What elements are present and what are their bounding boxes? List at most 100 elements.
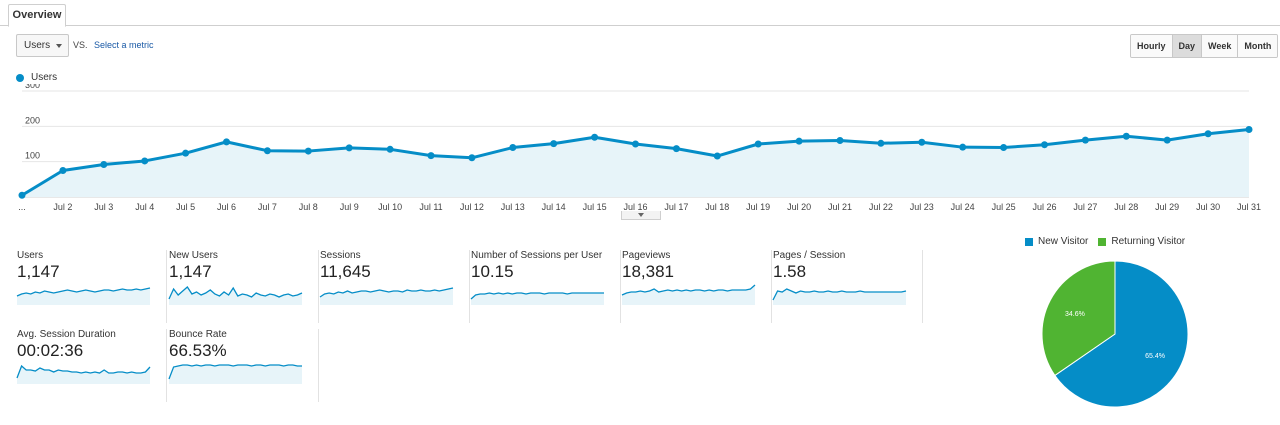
x-tick-label: Jul 25 xyxy=(992,202,1016,212)
data-point[interactable] xyxy=(18,191,26,199)
sessions-per-user-sparkline xyxy=(470,292,604,305)
metric-label: Avg. Session Duration xyxy=(17,329,116,340)
hourly-button[interactable]: Hourly xyxy=(1131,35,1172,57)
data-point[interactable] xyxy=(795,137,803,145)
data-point[interactable] xyxy=(1081,136,1089,144)
users-area-fill xyxy=(22,129,1249,197)
collapse-chart-button[interactable] xyxy=(621,211,661,220)
sparkline-area xyxy=(169,365,302,384)
metric-label: Bounce Rate xyxy=(169,329,227,340)
x-tick-label: Jul 18 xyxy=(705,202,729,212)
data-point[interactable] xyxy=(141,157,149,165)
metric-bounce-rate: Bounce Rate 66.53% xyxy=(168,329,319,402)
sparkline-line xyxy=(319,287,454,298)
y-tick-label: 100 xyxy=(25,151,40,161)
sparkline-line xyxy=(621,284,756,296)
data-point[interactable] xyxy=(1041,141,1048,149)
data-point[interactable] xyxy=(100,160,108,168)
metric-value: 66.53% xyxy=(169,341,227,360)
data-point[interactable] xyxy=(959,143,967,151)
y-tick-label: 300 xyxy=(25,84,40,90)
data-point[interactable] xyxy=(672,145,680,153)
data-point[interactable] xyxy=(754,140,762,148)
data-point[interactable] xyxy=(509,144,517,152)
sparkline-area xyxy=(320,288,453,305)
y-tick-label: 200 xyxy=(25,115,40,125)
x-tick-label: Jul 17 xyxy=(664,202,688,212)
bounce-rate-sparkline xyxy=(168,364,302,384)
week-button[interactable]: Week xyxy=(1201,35,1238,57)
data-point[interactable] xyxy=(918,138,926,146)
vs-label: VS. xyxy=(73,40,88,50)
data-point[interactable] xyxy=(386,145,394,153)
metric-value: 10.15 xyxy=(471,262,514,281)
day-button[interactable]: Day xyxy=(1171,35,1202,57)
data-point[interactable] xyxy=(877,139,885,147)
pageviews-sparkline xyxy=(621,284,756,305)
metric-label: Pages / Session xyxy=(773,250,846,261)
data-point[interactable] xyxy=(427,152,435,160)
data-point[interactable] xyxy=(345,144,353,152)
x-tick-label: Jul 9 xyxy=(340,202,359,212)
x-tick-label: Jul 4 xyxy=(135,202,154,212)
x-tick-label: Jul 7 xyxy=(258,202,277,212)
new-visitor-swatch-icon xyxy=(1025,237,1033,246)
legend-new-visitor[interactable]: New Visitor xyxy=(1025,236,1088,247)
sessions-sparkline xyxy=(319,287,454,305)
sparkline-line xyxy=(16,364,151,379)
x-tick-label: Jul 14 xyxy=(542,202,566,212)
metric-label: Users xyxy=(17,250,44,261)
x-tick-label: Jul 11 xyxy=(419,202,442,212)
legend-dot-icon xyxy=(16,73,24,82)
data-point[interactable] xyxy=(1122,132,1130,140)
data-point[interactable] xyxy=(223,138,230,146)
metric-pageviews: Pageviews 18,381 xyxy=(621,250,772,323)
data-point[interactable] xyxy=(1163,136,1171,144)
pie-slice-returning-visitor[interactable] xyxy=(1041,260,1116,377)
select-metric-link[interactable]: Select a metric xyxy=(94,40,154,50)
x-tick-label: Jul 29 xyxy=(1155,202,1179,212)
legend-label: Returning Visitor xyxy=(1111,236,1186,247)
x-tick-label: Jul 2 xyxy=(53,202,72,212)
metric-select[interactable]: Users xyxy=(16,34,69,57)
data-point[interactable] xyxy=(263,147,271,155)
data-point[interactable] xyxy=(1204,130,1212,138)
metric-new-users: New Users 1,147 xyxy=(168,250,319,323)
data-point[interactable] xyxy=(836,136,844,144)
metric-pages-per-session: Pages / Session 1.58 xyxy=(772,250,923,323)
metric-value: 1,147 xyxy=(169,262,212,281)
metric-value: 1,147 xyxy=(17,262,60,281)
pie-slice-label: 65.4% xyxy=(1145,353,1165,360)
chevron-down-icon xyxy=(56,44,62,48)
sparkline-line xyxy=(470,292,604,300)
legend-label-users: Users xyxy=(31,72,58,83)
pie-slice-label: 34.6% xyxy=(1065,311,1085,318)
x-tick-label: Jul 28 xyxy=(1114,202,1138,212)
data-point[interactable] xyxy=(550,140,558,148)
legend-returning-visitor[interactable]: Returning Visitor xyxy=(1098,236,1185,247)
data-point[interactable] xyxy=(59,167,67,174)
data-point[interactable] xyxy=(304,147,312,155)
metric-value: 11,645 xyxy=(320,262,371,281)
data-point[interactable] xyxy=(632,140,639,148)
x-tick-label: Jul 5 xyxy=(176,202,195,212)
chart-legend: Users xyxy=(16,72,57,83)
top-tab-bar: Overview xyxy=(0,0,1280,27)
metric-sessions: Sessions 11,645 xyxy=(319,250,470,323)
month-button[interactable]: Month xyxy=(1237,35,1278,57)
data-point[interactable] xyxy=(591,133,599,141)
data-point[interactable] xyxy=(1000,144,1008,152)
data-point[interactable] xyxy=(182,149,190,157)
sparkline-area xyxy=(622,285,755,305)
metric-label: Sessions xyxy=(320,250,361,261)
metric-label: New Users xyxy=(169,250,218,261)
data-point[interactable] xyxy=(468,154,476,162)
metric-label: Pageviews xyxy=(622,250,671,261)
x-tick-label: Jul 8 xyxy=(299,202,318,212)
data-point[interactable] xyxy=(713,152,721,160)
data-point[interactable] xyxy=(1245,126,1253,134)
sparkline-area xyxy=(17,366,150,384)
tab-overview[interactable]: Overview xyxy=(8,4,66,27)
sparkline-area xyxy=(773,289,906,305)
pie-slice-new-visitor[interactable] xyxy=(1054,260,1189,408)
